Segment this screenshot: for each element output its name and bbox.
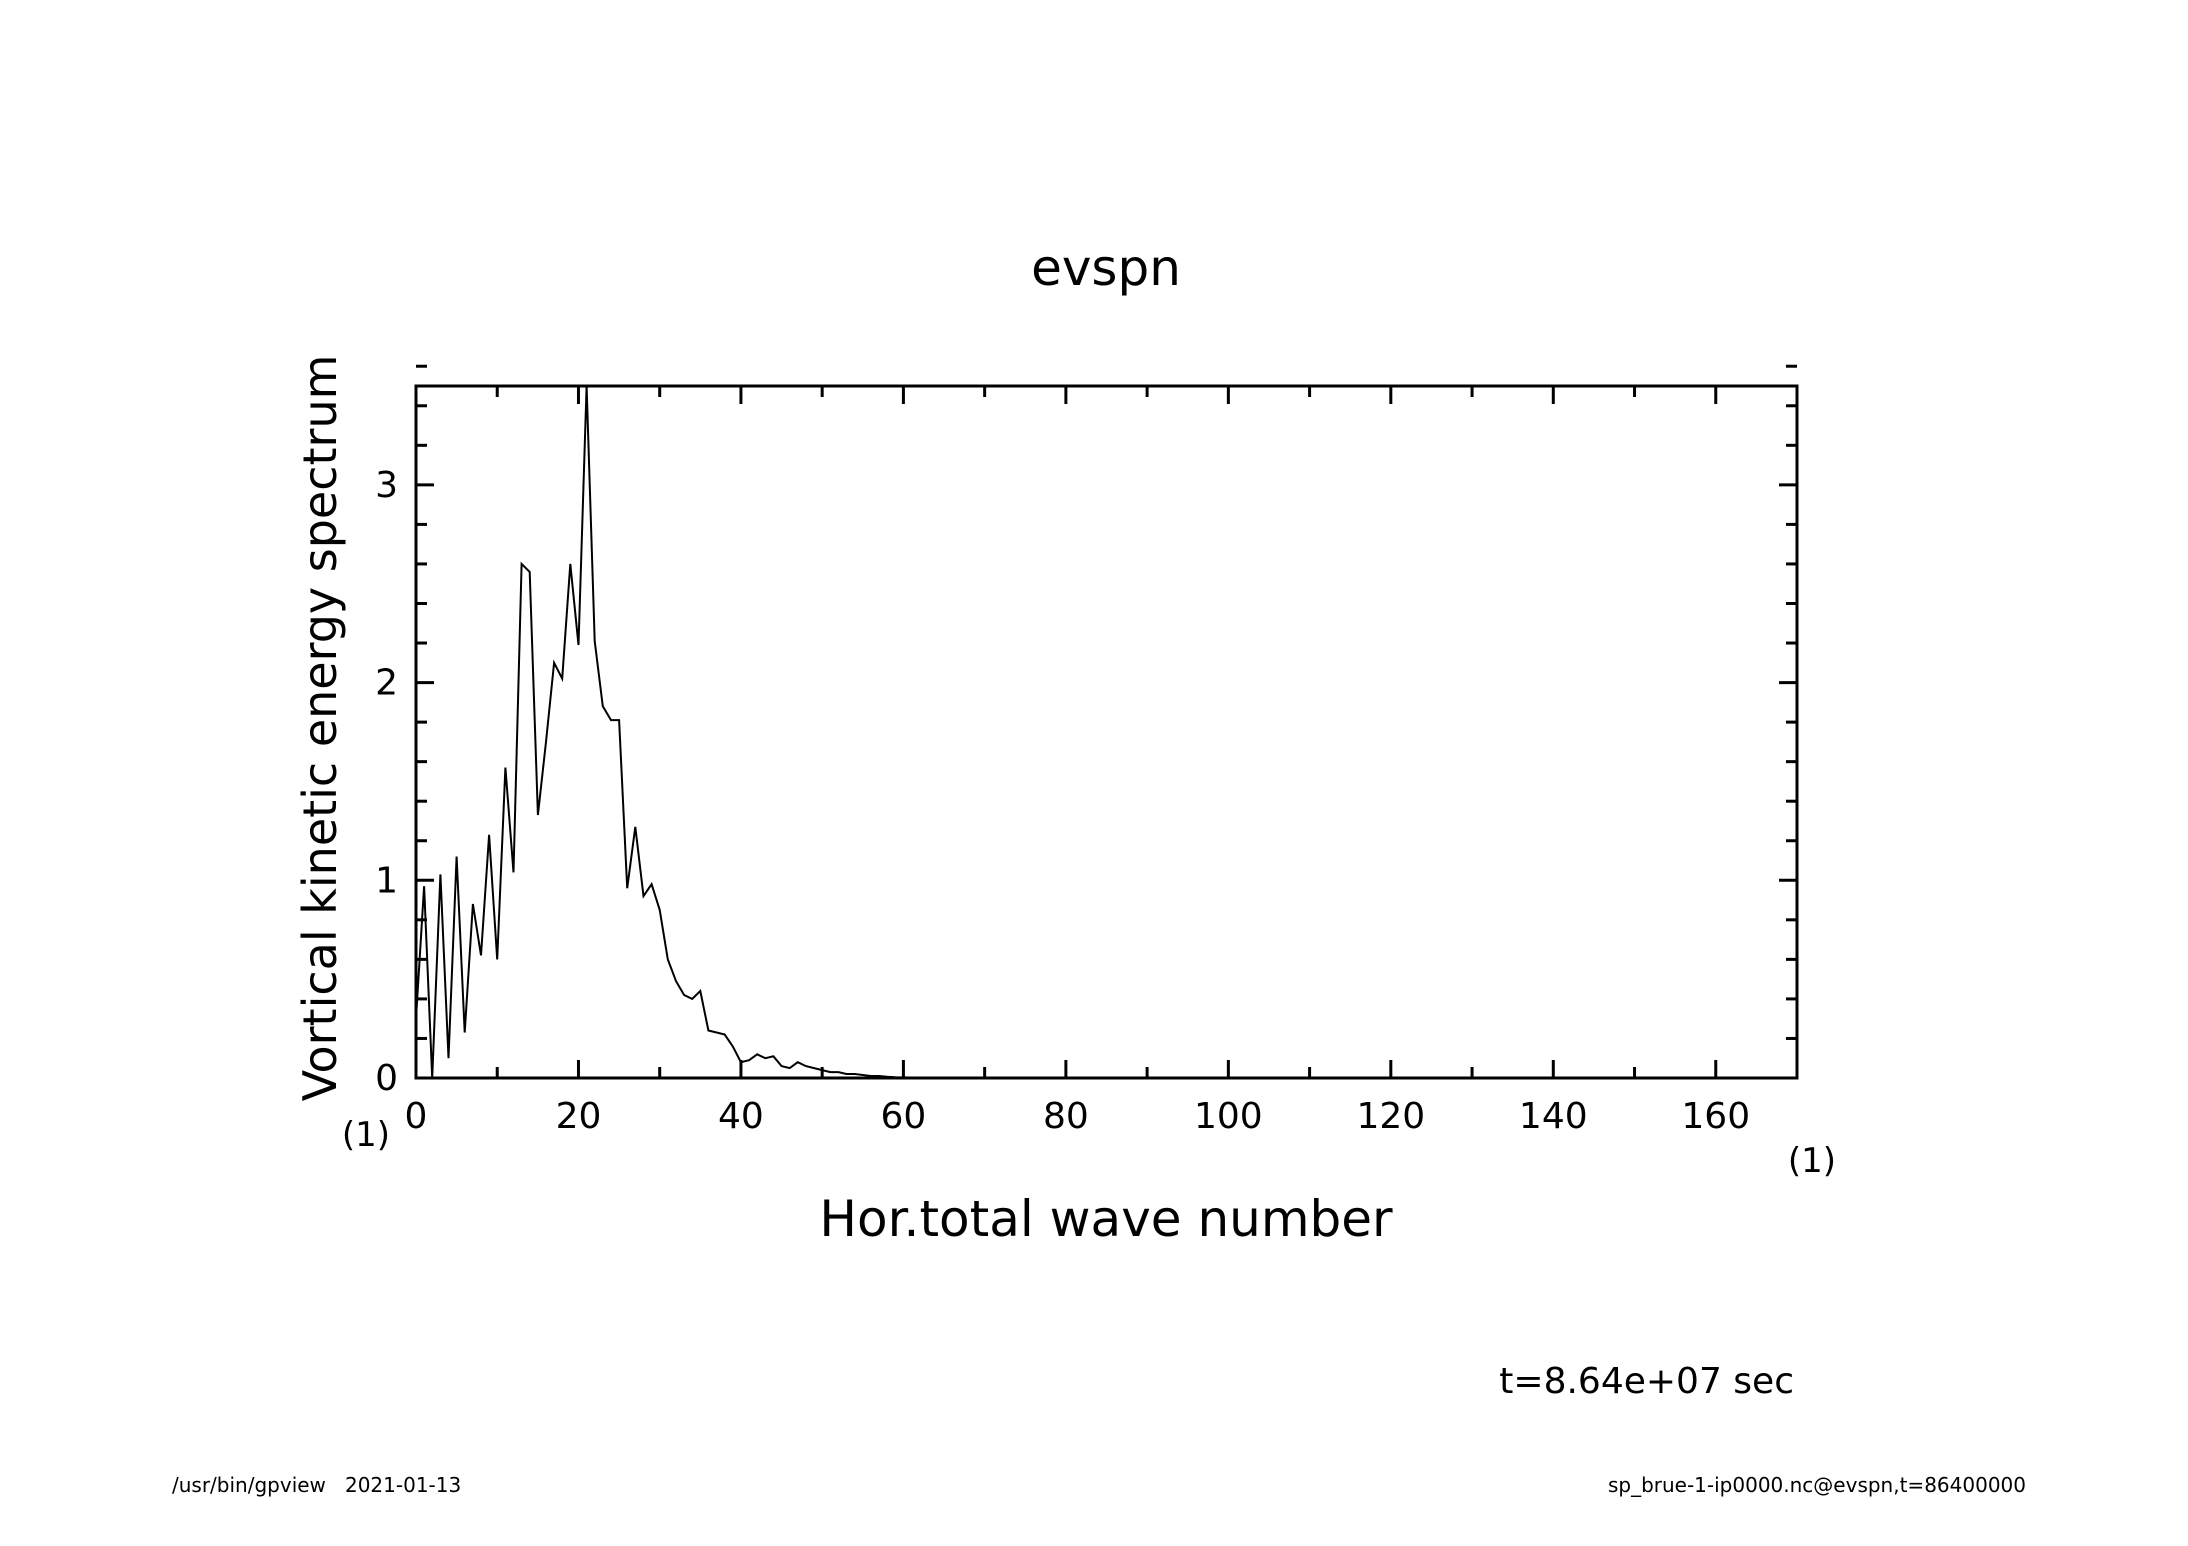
- x-tick-label: 40: [718, 1096, 764, 1137]
- y-tick-label: 3: [375, 465, 398, 506]
- footer-right: sp_brue-1-ip0000.nc@evspn,t=86400000: [1608, 1473, 2026, 1497]
- x-tick-label: 0: [405, 1096, 428, 1137]
- x-axis-label: Hor.total wave number: [819, 1190, 1393, 1248]
- series-group: [415, 385, 1797, 1079]
- footer-left: /usr/bin/gpview 2021-01-13: [172, 1473, 461, 1497]
- x-tick-label: 140: [1519, 1096, 1588, 1137]
- series-line: [415, 385, 1797, 1079]
- y-axis-label: Vortical kinetic energy spectrum: [293, 355, 347, 1102]
- x-tick-label: 20: [556, 1096, 602, 1137]
- x-axis-ticks: 0 20 40 60 80 100 120 140 160: [405, 386, 1799, 1137]
- y-axis-ticks: 0 1 2 3: [375, 364, 1797, 1099]
- plot-axes: [414, 384, 1799, 1080]
- y-tick-label: 0: [375, 1058, 398, 1099]
- y-tick-label: 1: [375, 860, 398, 901]
- chart-title: evspn: [1031, 239, 1181, 297]
- x-tick-label: 100: [1194, 1096, 1263, 1137]
- y-tick-label: 2: [375, 663, 398, 704]
- y-axis-unit: (1): [342, 1115, 390, 1155]
- plot-frame: [414, 384, 1799, 1080]
- x-tick-label: 160: [1681, 1096, 1750, 1137]
- x-tick-label: 120: [1356, 1096, 1425, 1137]
- x-tick-label: 60: [881, 1096, 927, 1137]
- x-axis-unit: (1): [1788, 1141, 1836, 1181]
- x-tick-label: 80: [1043, 1096, 1089, 1137]
- time-annotation: t=8.64e+07 sec: [1499, 1361, 1794, 1402]
